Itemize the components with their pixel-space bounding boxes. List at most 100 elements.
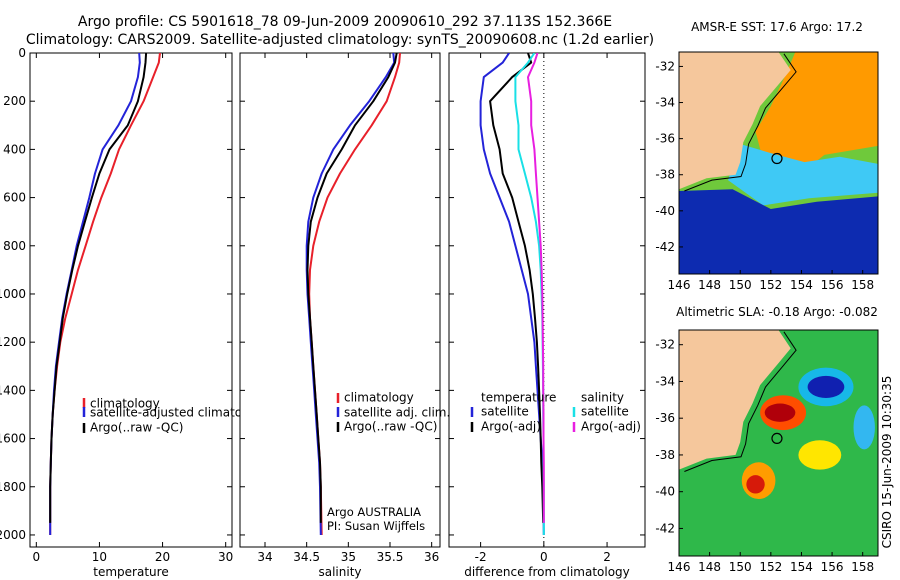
x-tick-label: 35 — [341, 550, 356, 564]
salinity-ticks: 34 34.5 35 35.5 36 — [240, 52, 440, 564]
salinity-panel: 34 34.5 35 35.5 36 salinity climatology sate… — [239, 52, 450, 579]
x-tick-label: 10 — [92, 550, 107, 564]
legend-satellite-adj: satellite adj. clim. — [344, 406, 450, 420]
eddy-warm-eddy — [764, 403, 796, 422]
sst-map-panel: AMSR-E SST: 17.6 Argo: 17.2 146 148 150 152… — [655, 20, 879, 292]
temperature-legend: climatology satellite-adjusted climatolo… — [82, 397, 268, 435]
map-y-tick-label: -34 — [655, 374, 675, 388]
temperature-ticks: 0 10 20 30 0 200 400 600 800 1000 1200 1400 1600 1800… — [0, 46, 233, 564]
map-y-tick-label: -34 — [655, 96, 675, 110]
map-y-tick-label: -40 — [655, 485, 675, 499]
eddy-cold-eddy — [807, 375, 845, 398]
x-tick-label: 36 — [424, 550, 439, 564]
map-y-tick-label: -42 — [655, 240, 675, 254]
map-x-tick-label: 154 — [790, 560, 813, 574]
map-x-tick-label: 158 — [851, 278, 874, 292]
legend-salinity-heading: salinity — [581, 391, 624, 405]
map-x-tick-label: 146 — [668, 278, 691, 292]
sla-map-field — [679, 330, 878, 556]
x-tick-label: 35.5 — [377, 550, 404, 564]
y-tick-label: 1600 — [0, 432, 26, 446]
difference-xlabel: difference from climatology — [464, 565, 630, 579]
x-tick-label: 34.5 — [293, 550, 320, 564]
y-tick-label: 2000 — [0, 528, 26, 542]
map-y-tick-label: -38 — [655, 448, 675, 462]
difference-legend-salinity: salinity satellite Argo(-adj) — [572, 391, 641, 434]
eddy-south-warm — [746, 475, 765, 494]
map-x-tick-label: 154 — [790, 278, 813, 292]
sst-map-frame — [678, 51, 879, 275]
sst-map-title: AMSR-E SST: 17.6 Argo: 17.2 — [691, 20, 863, 34]
sst-map-field — [679, 52, 878, 274]
y-tick-label: 1400 — [0, 383, 26, 397]
map-x-tick-label: 158 — [851, 560, 874, 574]
eddy-east-high — [798, 440, 842, 470]
legend-sal-argo: Argo(-adj) — [581, 420, 641, 434]
map-y-tick-label: -36 — [655, 411, 675, 425]
y-tick-label: 800 — [3, 239, 26, 253]
temperature-series — [49, 53, 161, 535]
map-x-tick-label: 152 — [759, 278, 782, 292]
legend-climatology: climatology — [344, 391, 414, 405]
x-tick-label: 30 — [218, 550, 233, 564]
temperature-axes-frame — [29, 52, 233, 548]
y-tick-label: 600 — [3, 191, 26, 205]
header-line-1: Argo profile: CS 5901618_78 09-Jun-2009 … — [78, 14, 612, 30]
sla-eddies — [741, 367, 875, 500]
sst-shelf-contour — [684, 53, 797, 192]
map-y-tick-label: -32 — [655, 338, 675, 352]
y-tick-label: 0 — [18, 46, 26, 60]
y-tick-label: 1200 — [0, 335, 26, 349]
map-x-tick-label: 156 — [821, 278, 844, 292]
map-x-tick-label: 148 — [698, 278, 721, 292]
legend-temp-satellite: satellite — [481, 405, 529, 419]
float-pi: PI: Susan Wijffels — [327, 519, 425, 533]
map-y-tick-label: -40 — [655, 204, 675, 218]
water-mass-cool-water — [679, 189, 878, 274]
y-tick-label: 1000 — [0, 287, 26, 301]
map-x-tick-label: 148 — [698, 560, 721, 574]
salinity-series — [305, 53, 401, 536]
y-tick-label: 200 — [3, 94, 26, 108]
sla-map-ticks: 146 148 150 152 154 156 158 -32 -34 -36 -38 -40 -42 — [655, 338, 874, 574]
x-tick-label: 20 — [155, 550, 170, 564]
series-line-sal-argo — [527, 53, 545, 523]
difference-legend-temperature: temperature satellite Argo(-adj) — [470, 391, 556, 434]
map-y-tick-label: -36 — [655, 132, 675, 146]
map-x-tick-label: 150 — [729, 560, 752, 574]
map-x-tick-label: 152 — [759, 560, 782, 574]
legend-argo: Argo(..raw -QC) — [344, 420, 437, 434]
sla-map-title: Altimetric SLA: -0.18 Argo: -0.082 — [676, 305, 878, 319]
legend-temperature-heading: temperature — [481, 391, 556, 405]
series-line-argo — [49, 53, 148, 523]
salinity-legend: climatology satellite adj. clim. Argo(..… — [336, 391, 450, 434]
sla-coastline-land — [679, 330, 791, 470]
legend-satellite-adjusted: satellite-adjusted climatology — [90, 406, 268, 420]
map-x-tick-label: 156 — [821, 560, 844, 574]
water-mass-mid-water — [728, 144, 878, 206]
x-tick-label: -2 — [475, 550, 487, 564]
temperature-xlabel: temperature — [93, 565, 168, 579]
temperature-panel: 0 10 20 30 0 200 400 600 800 1000 1200 1400 1600 1800… — [0, 46, 268, 579]
difference-ticks: -2 0 2 — [449, 52, 645, 564]
x-tick-label: 0 — [540, 550, 548, 564]
x-tick-label: 34 — [257, 550, 272, 564]
map-y-tick-label: -38 — [655, 168, 675, 182]
map-x-tick-label: 146 — [668, 560, 691, 574]
map-y-tick-label: -42 — [655, 521, 675, 535]
sst-water-masses — [679, 52, 878, 274]
y-tick-label: 1800 — [0, 480, 26, 494]
series-line-argo — [306, 53, 398, 523]
x-tick-label: 2 — [603, 550, 611, 564]
water-mass-warm-subtropical — [755, 52, 878, 170]
salinity-axes-frame — [239, 52, 441, 548]
sla-map-panel: Altimetric SLA: -0.18 Argo: -0.082 146 14… — [655, 305, 879, 574]
sst-coastline-land — [679, 52, 791, 190]
sst-argo-position-marker — [771, 152, 783, 165]
sst-map-ticks: 146 148 150 152 154 156 158 -32 -34 -36 -38 -40 -42 — [655, 59, 874, 292]
timestamp-label: CSIRO 15-Jun-2009 10:30:35 — [880, 376, 894, 549]
difference-series — [479, 53, 545, 536]
eddy-far-east — [853, 405, 875, 450]
difference-axes-frame — [448, 52, 646, 548]
